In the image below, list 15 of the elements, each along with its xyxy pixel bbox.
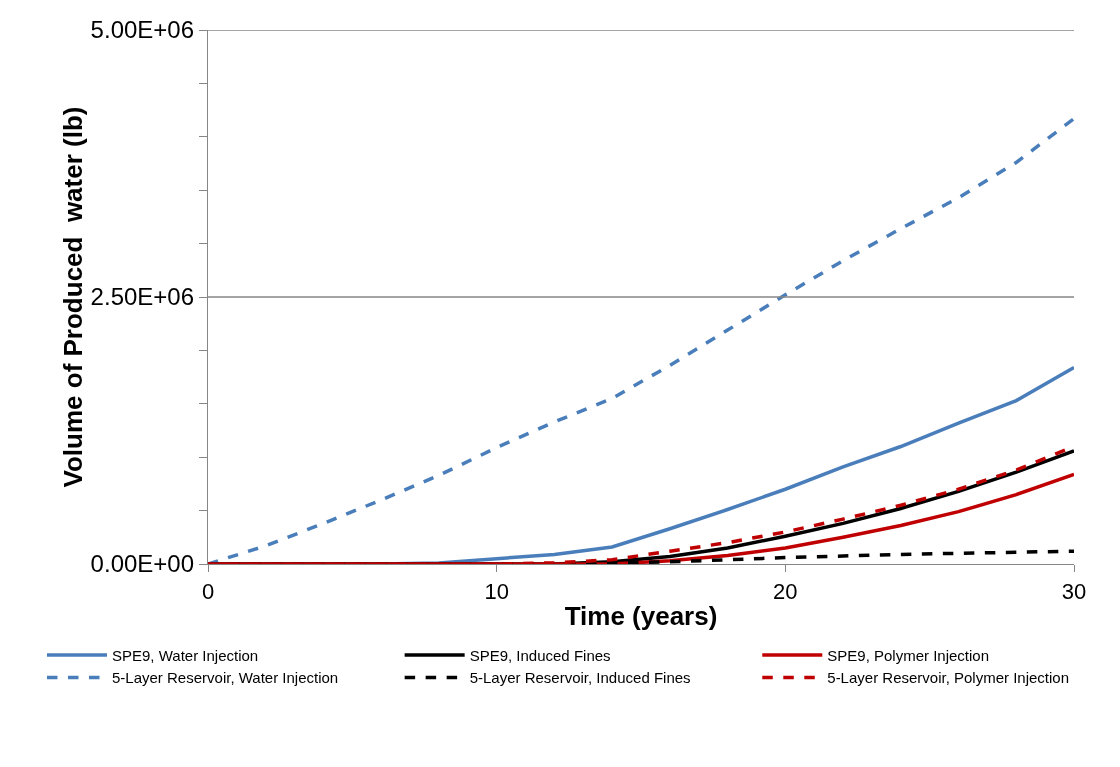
x-tick-label: 10: [484, 578, 509, 604]
legend-label: SPE9, Polymer Injection: [827, 646, 990, 664]
legend-label: 5-Layer Reservoir, Polymer Injection: [827, 669, 1070, 687]
y-tick-label: 0.00E+00: [90, 550, 195, 578]
y-tick-label: 5.00E+06: [90, 16, 195, 44]
x-tick-label: 20: [773, 578, 798, 604]
legend-label: 5-Layer Reservoir, Water Injection: [112, 669, 339, 687]
x-tick-label: 0: [201, 578, 215, 604]
legend-label: SPE9, Induced Fines: [469, 646, 611, 664]
y-tick-label: 2.50E+06: [90, 283, 195, 311]
legend-label: 5-Layer Reservoir, Induced Fines: [469, 669, 691, 687]
legend-label: SPE9, Water Injection: [112, 646, 259, 664]
x-tick-label: 30: [1061, 578, 1087, 604]
x-axis-title: Time (years): [564, 601, 718, 632]
y-axis-title: Volume of Produced water (lb): [58, 106, 89, 488]
